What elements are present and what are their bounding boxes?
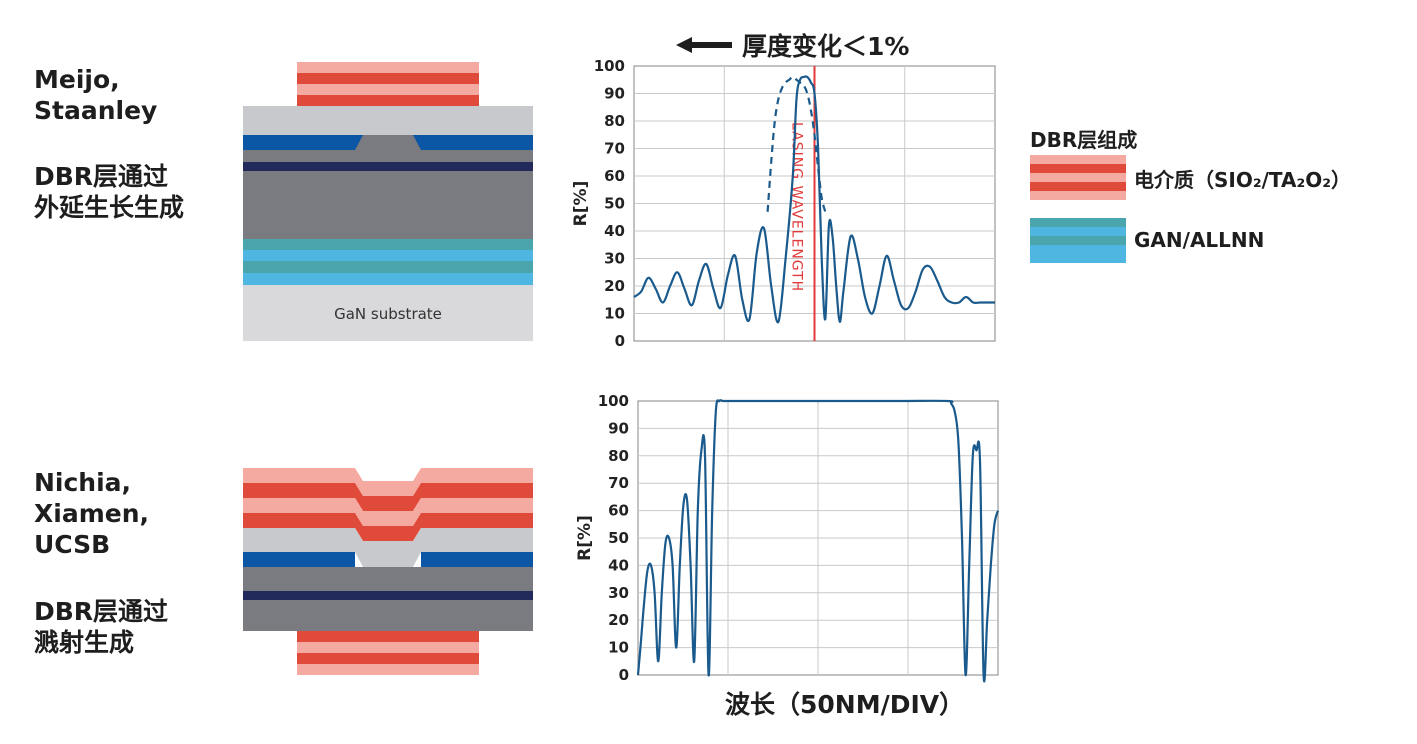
legend-label-dielectric: 电介质（SIO₂/TA₂O₂） [1134, 168, 1352, 192]
thickness-text: 厚度变化＜1% [742, 32, 910, 61]
top-companies-label: Meijo, Staanley [34, 65, 158, 125]
y-tick-label: 90 [604, 85, 625, 103]
y-tick-label: 90 [608, 419, 629, 437]
x-axis-label: 波长（50NM/DIV） [725, 690, 965, 719]
substrate-label: GaN substrate [334, 305, 442, 323]
y-axis-label: R[%] [571, 181, 591, 227]
y-axis-label: R[%] [575, 515, 595, 561]
y-tick-label: 30 [608, 584, 629, 602]
y-tick-label: 100 [594, 57, 625, 75]
y-tick-label: 10 [604, 305, 625, 323]
y-tick-label: 70 [608, 474, 629, 492]
reflectance-chart-bottom: 0 10 20 30 40 50 60 70 80 90 100 R[%] [575, 392, 1000, 684]
y-tick-label: 100 [598, 392, 629, 410]
bottom-method-label: DBR层通过 溅射生成 [34, 597, 169, 657]
y-tick-label: 60 [608, 502, 629, 520]
y-tick-label: 10 [608, 639, 629, 657]
y-tick-label: 40 [608, 556, 629, 574]
top-layer-stack: GaN substrate [243, 62, 533, 341]
reflectance-curve [636, 399, 1000, 683]
left-arrow-icon [676, 37, 732, 53]
y-tick-label: 20 [608, 611, 629, 629]
reflectance-curve-dashed [766, 75, 827, 213]
legend-swatch-dielectric [1030, 155, 1126, 200]
y-tick-label: 80 [608, 447, 629, 465]
y-tick-label: 50 [608, 529, 629, 547]
y-tick-label: 80 [604, 112, 625, 130]
y-tick-label: 0 [615, 332, 625, 350]
legend-title: DBR层组成 [1030, 128, 1138, 152]
legend-label-gan: GAN/ALLNN [1134, 228, 1265, 252]
legend-swatch-gan [1030, 218, 1126, 263]
y-tick-label: 50 [604, 195, 625, 213]
bottom-companies-label: Nichia, Xiamen, UCSB [34, 468, 150, 559]
thickness-annotation: 厚度变化＜1% [676, 28, 909, 62]
y-tick-label: 0 [619, 666, 629, 684]
y-tick-label: 30 [604, 250, 625, 268]
bottom-layer-stack [243, 468, 533, 675]
reflectance-curve [633, 75, 996, 324]
top-method-label: DBR层通过 外延生长生成 [34, 162, 185, 222]
y-tick-label: 70 [604, 140, 625, 158]
y-tick-label: 20 [604, 277, 625, 295]
y-tick-label: 40 [604, 222, 625, 240]
y-tick-label: 60 [604, 167, 625, 185]
